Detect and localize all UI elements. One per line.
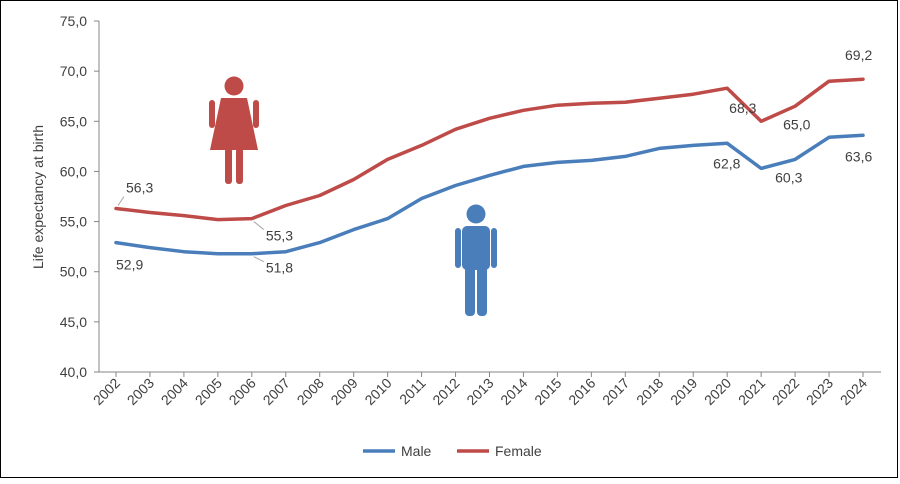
icon-arm-left — [455, 228, 461, 268]
y-tick-label: 70,0 — [60, 63, 87, 79]
data-label-male-2006: 51,8 — [266, 260, 293, 276]
y-tick-label: 40,0 — [60, 364, 87, 380]
icon-arm-right — [491, 228, 497, 268]
icon-leg-right — [477, 266, 487, 316]
x-tick-label: 2004 — [158, 375, 191, 408]
x-tick-label: 2021 — [735, 375, 768, 408]
data-label-male-2020: 62,8 — [713, 155, 740, 171]
icon-head — [466, 204, 486, 224]
y-tick-label: 75,0 — [60, 13, 87, 29]
legend-label-male: Male — [401, 443, 432, 459]
icon-arm-left — [209, 100, 215, 128]
data-label-female-2006: 55,3 — [266, 228, 293, 244]
x-tick-label: 2023 — [803, 375, 836, 408]
data-label-male-2024: 63,6 — [845, 148, 872, 164]
x-tick-label: 2016 — [565, 375, 598, 408]
x-tick-label: 2014 — [497, 375, 530, 408]
y-axis-title: Life expectancy at birth — [30, 125, 46, 269]
x-tick-label: 2022 — [769, 375, 802, 408]
x-tick-label: 2024 — [837, 375, 870, 408]
x-tick-label: 2015 — [531, 375, 564, 408]
x-tick-label: 2003 — [124, 375, 157, 408]
icon-dress — [210, 98, 258, 150]
x-tick-label: 2012 — [429, 375, 462, 408]
x-tick-label: 2005 — [192, 375, 225, 408]
series-line-male — [114, 133, 865, 256]
male-person-icon — [455, 204, 497, 316]
x-tick-label: 2009 — [327, 375, 360, 408]
x-tick-label: 2010 — [361, 375, 394, 408]
icon-torso — [462, 226, 490, 270]
data-label-male-2002: 52,9 — [116, 257, 143, 273]
data-label-leader — [253, 256, 265, 263]
data-label-female-2020: 68,3 — [729, 100, 756, 116]
legend: Male Female — [363, 443, 542, 459]
data-label-leader — [253, 221, 265, 230]
y-tick-label: 60,0 — [60, 163, 87, 179]
y-tick-label: 50,0 — [60, 264, 87, 280]
x-tick-label: 2002 — [90, 375, 123, 408]
x-tick-label: 2007 — [260, 375, 293, 408]
female-person-icon — [209, 76, 259, 184]
data-label-leader — [117, 196, 125, 206]
icon-leg-left — [225, 148, 232, 184]
icon-head — [224, 76, 244, 96]
legend-label-female: Female — [495, 443, 542, 459]
x-tick-label: 2017 — [599, 375, 632, 408]
x-tick-label: 2020 — [701, 375, 734, 408]
data-labels: 56,3 55,3 68,3 65,0 69,2 52,9 51,8 62,8 60,3 63,6 — [116, 47, 872, 275]
icons — [209, 76, 497, 316]
x-tick-label: 2008 — [294, 375, 327, 408]
x-tick-label: 2013 — [463, 375, 496, 408]
data-label-female-2002: 56,3 — [126, 180, 153, 196]
series-group — [114, 77, 865, 256]
data-label-male-2021: 60,3 — [775, 169, 802, 185]
y-tick-label: 45,0 — [60, 314, 87, 330]
x-tick-label: 2019 — [667, 375, 700, 408]
icon-leg-right — [236, 148, 243, 184]
icon-arm-right — [253, 100, 259, 128]
data-label-female-2024: 69,2 — [845, 47, 872, 63]
x-tick-label: 2018 — [633, 375, 666, 408]
data-label-female-2021: 65,0 — [783, 116, 810, 132]
series-line-female — [114, 77, 865, 222]
x-tick-label: 2011 — [396, 375, 429, 408]
x-tick-label: 2006 — [226, 375, 259, 408]
icon-leg-left — [465, 266, 475, 316]
y-tick-label: 55,0 — [60, 214, 87, 230]
y-tick-label: 65,0 — [60, 113, 87, 129]
